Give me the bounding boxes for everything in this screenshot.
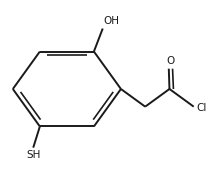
Text: SH: SH [26, 150, 40, 160]
Text: Cl: Cl [196, 103, 206, 112]
Text: OH: OH [104, 16, 120, 27]
Text: O: O [166, 56, 174, 66]
